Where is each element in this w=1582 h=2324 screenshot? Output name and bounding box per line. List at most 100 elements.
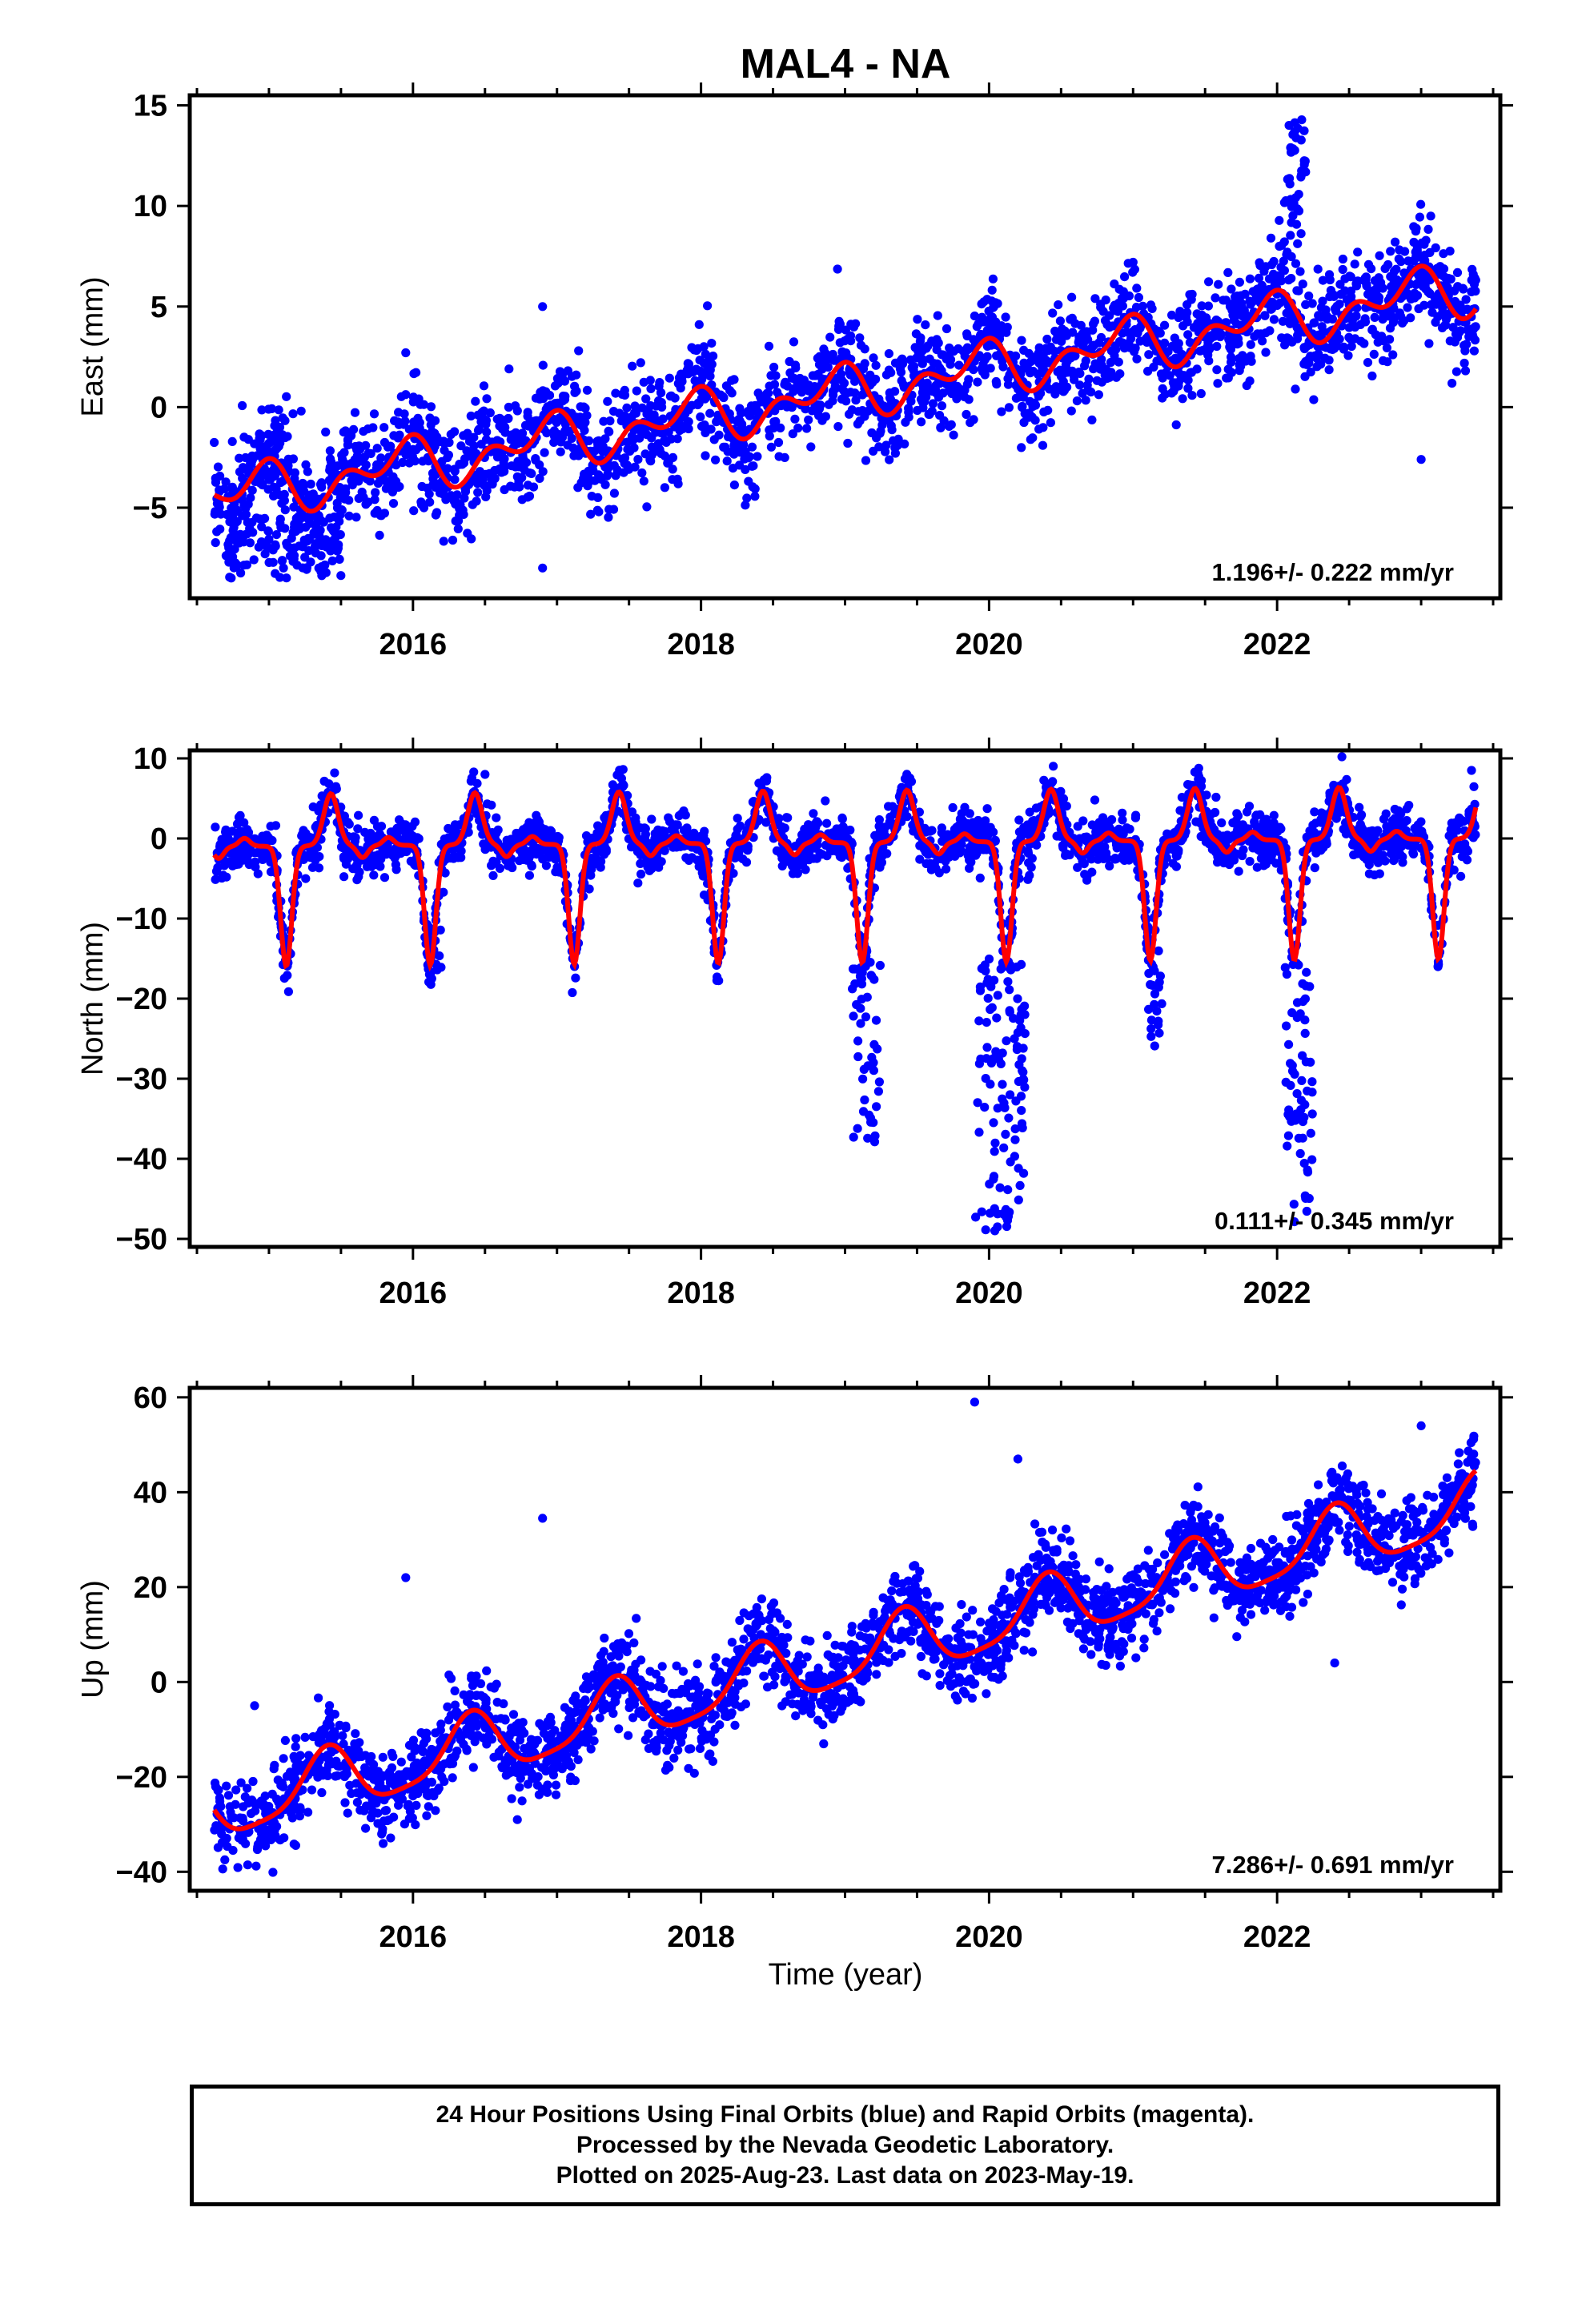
data-point	[343, 436, 353, 445]
data-point	[1170, 381, 1179, 391]
data-point	[504, 364, 514, 374]
data-point	[837, 813, 847, 822]
data-point	[1212, 365, 1222, 375]
data-point	[791, 363, 801, 372]
data-point	[435, 483, 444, 493]
data-point	[227, 436, 237, 447]
data-point	[412, 368, 421, 377]
data-point	[729, 480, 740, 490]
data-point	[1070, 352, 1079, 361]
data-point	[962, 329, 972, 339]
data-point	[246, 493, 255, 503]
data-point	[1001, 312, 1010, 322]
data-point	[1174, 339, 1183, 348]
data-point	[998, 362, 1008, 372]
data-point	[552, 400, 561, 410]
data-point	[1343, 351, 1353, 360]
data-point	[965, 809, 974, 818]
data-point	[747, 442, 757, 452]
data-point	[1211, 792, 1221, 802]
data-point	[817, 416, 827, 425]
data-point	[264, 534, 274, 544]
data-point	[1101, 372, 1110, 382]
data-point	[738, 440, 749, 449]
data-point	[257, 405, 267, 415]
data-point	[942, 352, 951, 362]
data-point	[764, 341, 774, 351]
data-point	[1146, 300, 1156, 310]
data-point	[608, 406, 619, 416]
data-point	[647, 814, 656, 824]
data-point	[1329, 292, 1339, 301]
data-point	[296, 513, 306, 523]
data-point	[1096, 303, 1106, 312]
data-point	[750, 492, 760, 501]
data-point	[1371, 289, 1381, 299]
data-point	[978, 360, 988, 369]
data-point	[339, 428, 348, 437]
data-point	[1167, 310, 1177, 320]
data-point	[1310, 863, 1319, 873]
data-point	[603, 396, 612, 406]
data-point	[1431, 243, 1440, 253]
data-point	[1118, 328, 1127, 338]
data-point	[1075, 380, 1085, 390]
data-point	[874, 442, 884, 452]
data-point	[318, 562, 327, 573]
data-point	[482, 427, 492, 437]
data-point	[410, 817, 420, 826]
data-point	[400, 409, 409, 419]
data-point	[1246, 340, 1255, 349]
data-point	[937, 823, 946, 833]
data-point	[633, 455, 643, 464]
data-point	[213, 462, 223, 472]
data-point	[1240, 289, 1250, 299]
data-point	[835, 338, 845, 348]
data-point	[773, 437, 784, 448]
data-point	[701, 349, 710, 359]
data-point	[1034, 343, 1044, 352]
data-point	[811, 843, 821, 853]
data-point	[371, 488, 380, 497]
data-point	[1386, 247, 1395, 256]
data-point	[1468, 270, 1478, 279]
data-point	[276, 477, 286, 488]
data-point	[443, 452, 452, 463]
data-point	[1416, 199, 1426, 209]
data-point	[665, 373, 674, 383]
data-point	[1235, 354, 1244, 364]
data-point	[793, 423, 803, 433]
data-point	[921, 320, 930, 330]
data-point	[1245, 857, 1255, 866]
data-point	[632, 846, 643, 856]
data-point	[1083, 385, 1093, 395]
data-point	[268, 469, 278, 479]
data-point	[1203, 336, 1213, 345]
data-point	[1284, 121, 1294, 131]
data-point	[742, 493, 752, 503]
data-point	[1067, 292, 1077, 302]
data-point	[524, 491, 535, 501]
data-point	[1360, 317, 1371, 327]
data-point	[1183, 376, 1193, 385]
data-point	[243, 435, 253, 444]
data-point	[869, 353, 878, 363]
data-point	[1069, 372, 1079, 381]
data-point	[679, 826, 689, 835]
data-point	[942, 864, 951, 874]
data-point	[1286, 231, 1295, 240]
data-point	[521, 458, 532, 468]
data-point	[978, 818, 987, 828]
data-point	[830, 381, 840, 392]
data-point	[1046, 778, 1056, 788]
data-point	[915, 841, 925, 850]
data-point	[1095, 364, 1106, 374]
data-point	[1054, 300, 1063, 310]
data-point	[1083, 335, 1093, 344]
data-point	[633, 879, 643, 888]
data-point	[747, 461, 757, 471]
data-point	[910, 343, 920, 352]
y-tick-label: 0	[151, 391, 167, 424]
data-point	[542, 428, 552, 438]
data-point	[860, 344, 869, 354]
